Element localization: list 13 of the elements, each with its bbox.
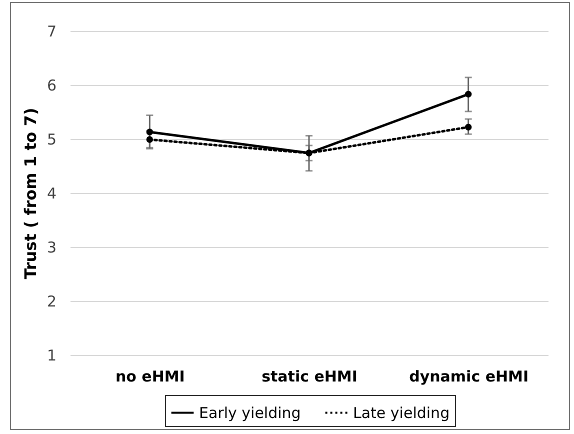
x-tick-label: dynamic eHMI <box>409 368 529 386</box>
y-tick-label: 7 <box>46 22 56 40</box>
x-tick-label: no eHMI <box>115 368 185 386</box>
y-tick-label: 6 <box>46 76 56 94</box>
y-tick-label: 2 <box>46 292 56 310</box>
y-tick-label: 1 <box>46 346 56 364</box>
y-tick-label: 3 <box>46 238 56 256</box>
x-tick-label: static eHMI <box>262 368 358 386</box>
legend-label: Late yielding <box>353 404 450 422</box>
y-tick-label: 5 <box>46 130 56 148</box>
y-axis-title: Trust ( from 1 to 7) <box>20 108 40 280</box>
y-tick-label: 4 <box>46 184 56 202</box>
legend-label: Early yielding <box>199 404 301 422</box>
